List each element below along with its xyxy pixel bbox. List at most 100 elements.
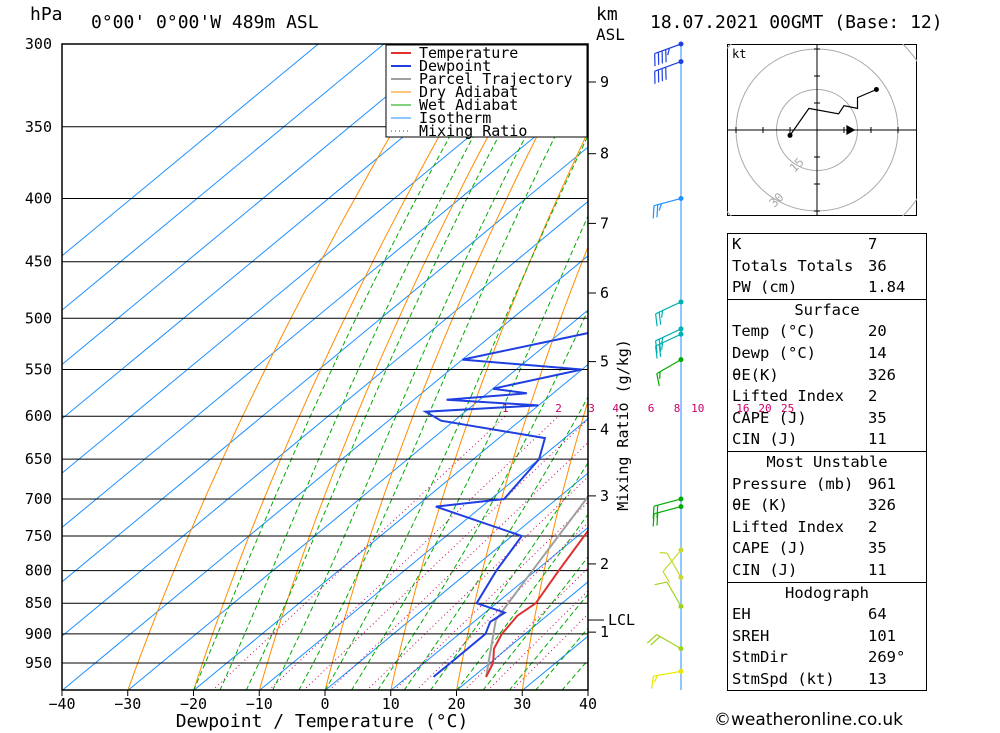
- wind-barb-staff: [654, 43, 682, 55]
- km-tick-label: 9: [600, 73, 609, 91]
- wet-adiabat-line: [482, 556, 588, 690]
- wind-barb: [654, 581, 684, 609]
- stmspd-row: StmSpd (kt) 13: [728, 669, 926, 691]
- wind-barb-feather: [655, 340, 658, 354]
- mixing-ratio-labels: 1 2 3 4 6 8 10 16 20 25: [502, 402, 794, 415]
- hodograph-unit-label: kt: [732, 47, 746, 61]
- eh-row: EH 64: [728, 604, 926, 626]
- wet-adiabat-line: [193, 44, 503, 690]
- mu-theta-value: 326: [868, 496, 896, 515]
- wind-barb-staff: [653, 498, 682, 507]
- dry-adiabat-line: [390, 130, 588, 690]
- wet-adiabat-line: [324, 134, 588, 690]
- dry-adiabat-line: [127, 44, 446, 690]
- mu-li-row: Lifted Index 2: [728, 517, 926, 539]
- wind-barb-feather: [662, 571, 671, 583]
- pressure-tick-label: 950: [25, 654, 52, 672]
- wind-barb: [652, 504, 684, 527]
- stmdir-value: 269°: [868, 648, 906, 667]
- surface-title: Surface: [794, 300, 860, 319]
- surface-theta-row: θE(K) 326: [728, 365, 926, 387]
- legend-parcel: Parcel Trajectory: [419, 70, 573, 88]
- wind-barb-feather: [652, 205, 655, 219]
- wind-barb-staff: [655, 301, 682, 315]
- surface-cape-value: 35: [868, 408, 887, 427]
- pw-value: 1.84: [868, 278, 906, 297]
- wind-barb-staff: [654, 61, 682, 72]
- wind-barb-feather: [651, 676, 654, 689]
- pressure-tick-label: 550: [25, 360, 52, 378]
- surface-dewp-row: Dewp (°C) 14: [728, 343, 926, 365]
- isotherm-line: [127, 309, 588, 690]
- isotherm-line: [62, 200, 588, 637]
- isotherm-line: [259, 418, 588, 690]
- wind-barb: [646, 634, 684, 652]
- location-title: 0°00' 0°00'W 489m ASL: [91, 12, 319, 33]
- pressure-tick-label: 650: [25, 450, 52, 468]
- mixing-ratio-label: 20: [758, 402, 771, 415]
- wind-barb-feather: [656, 204, 659, 218]
- dry-adiabat-line: [456, 245, 588, 690]
- mixing-ratio-line: [212, 415, 506, 690]
- legend: Temperature Dewpoint Parcel Trajectory D…: [385, 44, 588, 140]
- isotherm-line: [62, 44, 516, 420]
- wind-barb-staff: [655, 333, 682, 347]
- credit-link[interactable]: ©weatheronline.co.uk: [714, 710, 904, 730]
- surface-li-row: Lifted Index 2: [728, 386, 926, 408]
- wind-barb-feather: [656, 512, 659, 526]
- wind-barb-feather: [655, 345, 658, 359]
- hodograph-end-dot: [873, 87, 879, 92]
- mu-theta-row: θE (K) 326: [728, 495, 926, 517]
- mixing-ratio-label: 8: [674, 402, 681, 415]
- sreh-label: SREH: [732, 626, 770, 645]
- surface-dewp-value: 14: [868, 343, 887, 362]
- mixing-ratio-label: 1: [502, 402, 509, 415]
- stmdir-row: StmDir 269°: [728, 647, 926, 669]
- wind-barb-staff: [656, 634, 682, 650]
- temperature-line: [485, 529, 588, 678]
- most-unstable-title: Most Unstable: [766, 452, 888, 471]
- legend-wet-adiabat: Wet Adiabat: [419, 96, 518, 114]
- isotherm-line: [390, 526, 588, 690]
- wind-barb-feather: [661, 310, 664, 318]
- km-tick-label: 1: [600, 623, 609, 641]
- legend-dry-adiabat: Dry Adiabat: [419, 83, 518, 101]
- pressure-tick-label: 400: [25, 189, 52, 207]
- mixing-ratio-line: [511, 613, 588, 690]
- mixing-ratio-label: 10: [691, 402, 704, 415]
- x-tick-label: 30: [513, 695, 531, 713]
- km-tick-label: 7: [600, 214, 609, 232]
- isotherm-line: [62, 44, 582, 474]
- wet-adiabat-line: [219, 44, 525, 690]
- pw-label: PW (cm): [732, 278, 798, 297]
- isotherm-line: [62, 44, 385, 311]
- legend-dewpoint: Dewpoint: [419, 57, 491, 75]
- wind-barb: [652, 195, 684, 219]
- mu-cape-value: 35: [868, 539, 887, 558]
- profiles: [422, 332, 588, 678]
- wind-barb-feather: [661, 342, 664, 350]
- surface-temp-row: Temp (°C) 20: [728, 321, 926, 343]
- wind-barb-staff: [666, 581, 682, 607]
- pressure-tick-label: 850: [25, 594, 52, 612]
- wind-barb-feather: [646, 634, 658, 644]
- surface-dewp-label: Dewp (°C): [732, 343, 816, 362]
- x-axis-title: Dewpoint / Temperature (°C): [176, 711, 469, 732]
- x-tick-label: −20: [180, 695, 207, 713]
- wet-adiabat-line: [272, 44, 575, 690]
- legend-temperature: Temperature: [419, 44, 518, 62]
- mixing-ratio-axis-title: Mixing Ratio (g/kg): [614, 339, 632, 511]
- wind-barb: [659, 552, 684, 580]
- mu-cape-row: CAPE (J) 35: [728, 538, 926, 560]
- pressure-lines: [62, 43, 588, 664]
- wet-adiabat-line: [403, 395, 588, 690]
- mu-li-label: Lifted Index: [732, 517, 844, 536]
- hodograph-indices-panel: Hodograph EH 64 SREH 101 StmDir 269° StmSpd…: [727, 582, 927, 692]
- x-tick-label: 10: [382, 695, 400, 713]
- k-index-label: K: [732, 235, 742, 253]
- axes: 3003504004505005506006507007508008509009…: [25, 35, 635, 713]
- mixing-ratio-label: 25: [781, 402, 794, 415]
- isotherm-line: [324, 472, 588, 690]
